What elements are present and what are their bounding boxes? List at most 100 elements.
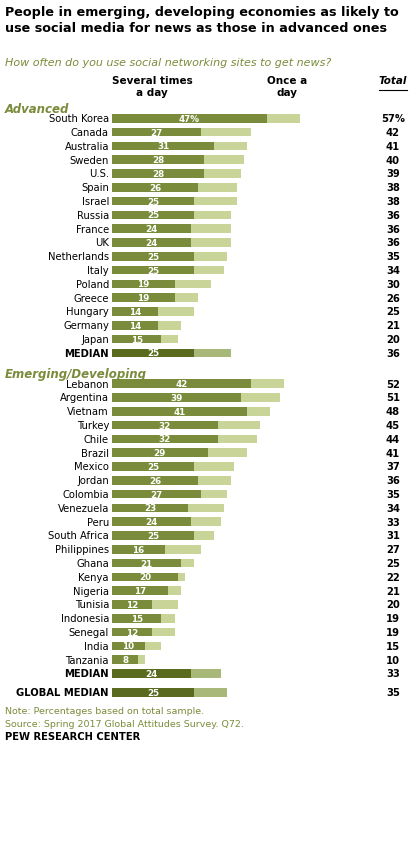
Text: 47%: 47% — [179, 115, 200, 123]
Text: 33: 33 — [386, 517, 400, 527]
Text: Kenya: Kenya — [78, 572, 109, 582]
Text: Jordan: Jordan — [77, 476, 109, 485]
Text: Nigeria: Nigeria — [73, 586, 109, 596]
Text: 29: 29 — [154, 449, 166, 457]
Bar — [247, 408, 270, 416]
Text: Ghana: Ghana — [76, 559, 109, 568]
Text: Indonesia: Indonesia — [60, 614, 109, 624]
Text: 19: 19 — [137, 294, 149, 303]
Text: Argentina: Argentina — [60, 393, 109, 403]
Text: 12: 12 — [126, 628, 138, 636]
Text: Chile: Chile — [84, 435, 109, 444]
Text: 30: 30 — [386, 279, 400, 289]
Text: 15: 15 — [131, 614, 143, 623]
Text: 52: 52 — [386, 379, 400, 389]
Bar — [194, 688, 228, 696]
Text: 20: 20 — [386, 600, 400, 609]
Bar — [191, 225, 231, 234]
Text: 28: 28 — [152, 170, 164, 179]
Text: 21: 21 — [386, 321, 400, 331]
Text: 36: 36 — [386, 225, 400, 235]
Bar — [194, 252, 228, 261]
Text: How often do you use social networking sites to get news?: How often do you use social networking s… — [5, 58, 331, 68]
Bar — [168, 587, 181, 595]
Text: 41: 41 — [386, 448, 400, 458]
Text: Lebanon: Lebanon — [66, 379, 109, 389]
Text: 15: 15 — [386, 641, 400, 651]
Text: Colombia: Colombia — [63, 490, 109, 500]
Text: Brazil: Brazil — [81, 448, 109, 458]
Text: 42: 42 — [175, 380, 187, 389]
Text: 25: 25 — [386, 559, 400, 568]
Bar — [198, 476, 231, 485]
Text: India: India — [84, 641, 109, 651]
Text: 28: 28 — [152, 156, 164, 165]
Bar — [112, 559, 181, 568]
Text: 25: 25 — [147, 688, 159, 697]
Bar — [112, 308, 158, 316]
Text: 34: 34 — [386, 266, 400, 276]
Text: 51: 51 — [386, 393, 400, 403]
Text: 41: 41 — [173, 408, 186, 416]
Text: South Africa: South Africa — [48, 531, 109, 541]
Bar — [112, 156, 204, 165]
Text: GLOBAL MEDIAN: GLOBAL MEDIAN — [17, 687, 109, 697]
Bar — [112, 280, 175, 289]
Text: Total: Total — [379, 76, 407, 86]
Text: 40: 40 — [386, 155, 400, 165]
Text: 44: 44 — [386, 435, 400, 444]
Text: People in emerging, developing economies as likely to
use social media for news : People in emerging, developing economies… — [5, 6, 399, 35]
Bar — [165, 545, 201, 554]
Bar — [112, 600, 152, 609]
Text: MEDIAN: MEDIAN — [64, 349, 109, 359]
Bar — [218, 436, 257, 444]
Text: Venezuela: Venezuela — [58, 503, 109, 513]
Bar — [181, 559, 194, 568]
Bar — [112, 225, 191, 234]
Text: 41: 41 — [386, 142, 400, 152]
Text: Germany: Germany — [63, 321, 109, 331]
Text: Tanzania: Tanzania — [65, 655, 109, 665]
Text: 35: 35 — [386, 687, 400, 697]
Text: 38: 38 — [386, 197, 400, 207]
Text: 39: 39 — [386, 170, 400, 179]
Text: 25: 25 — [147, 463, 159, 472]
Text: 19: 19 — [386, 614, 400, 624]
Bar — [112, 252, 194, 261]
Text: 24: 24 — [146, 669, 158, 678]
Text: Once a
day: Once a day — [267, 76, 307, 98]
Bar — [178, 573, 185, 582]
Text: Note: Percentages based on total sample.
Source: Spring 2017 Global Attitudes Su: Note: Percentages based on total sample.… — [5, 706, 244, 728]
Text: Israel: Israel — [82, 197, 109, 207]
Text: 26: 26 — [386, 294, 400, 303]
Text: 27: 27 — [151, 128, 163, 138]
Bar — [112, 335, 161, 344]
Text: 25: 25 — [147, 252, 159, 262]
Text: 24: 24 — [146, 225, 158, 234]
Bar — [112, 656, 138, 664]
Bar — [214, 143, 247, 151]
Bar — [112, 197, 194, 206]
Text: Japan: Japan — [81, 335, 109, 344]
Bar — [112, 322, 158, 330]
Bar — [161, 614, 175, 623]
Text: 24: 24 — [146, 517, 158, 527]
Text: 17: 17 — [134, 587, 146, 596]
Bar — [138, 656, 145, 664]
Text: Poland: Poland — [75, 279, 109, 289]
Text: 19: 19 — [137, 280, 149, 289]
Bar — [112, 128, 201, 137]
Bar — [112, 545, 165, 554]
Bar — [112, 115, 267, 123]
Bar — [112, 294, 175, 302]
Text: 8: 8 — [122, 656, 128, 664]
Text: 34: 34 — [386, 503, 400, 513]
Bar — [112, 573, 178, 582]
Bar — [145, 641, 161, 651]
Bar — [267, 115, 300, 123]
Bar — [152, 600, 178, 609]
Text: 33: 33 — [386, 668, 400, 679]
Text: 19: 19 — [386, 627, 400, 637]
Bar — [208, 449, 247, 457]
Text: 10: 10 — [123, 641, 135, 651]
